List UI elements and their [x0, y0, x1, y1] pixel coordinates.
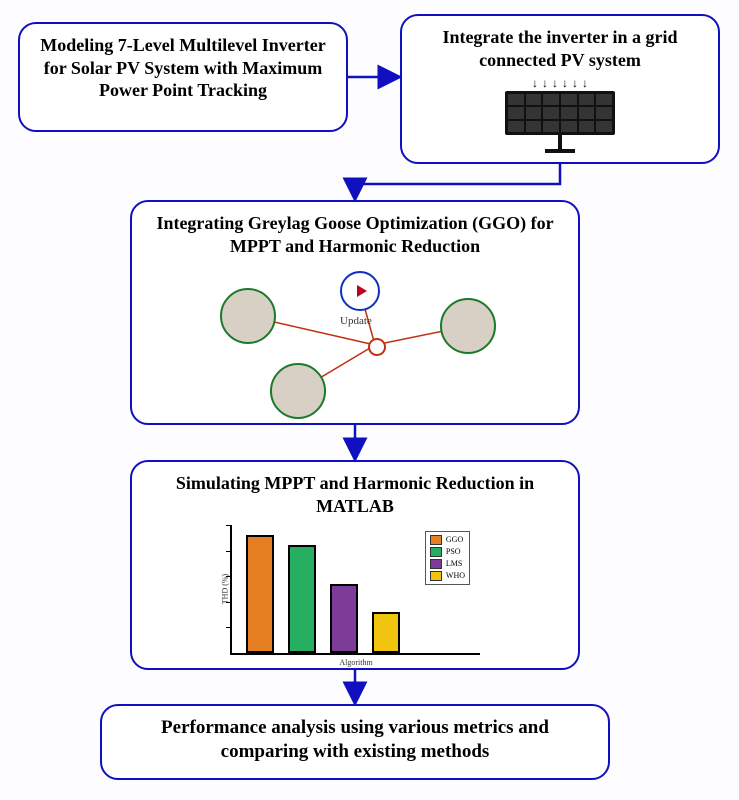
flow-box-integrate-grid-text: Integrate the inverter in a grid connect… — [416, 26, 704, 71]
flow-box-performance-text: Performance analysis using various metri… — [116, 716, 594, 764]
flow-box-ggo: Integrating Greylag Goose Optimization (… — [130, 200, 580, 425]
flow-box-matlab: Simulating MPPT and Harmonic Reduction i… — [130, 460, 580, 670]
flow-box-ggo-text: Integrating Greylag Goose Optimization (… — [146, 212, 564, 257]
flow-box-matlab-text: Simulating MPPT and Harmonic Reduction i… — [146, 472, 564, 517]
bar-pso — [288, 545, 316, 653]
bar-who — [372, 612, 400, 653]
ggo-node-goose3 — [270, 363, 326, 419]
chart-legend: GGOPSOLMSWHO — [425, 531, 470, 585]
ggo-node-goose1 — [220, 288, 276, 344]
solar-panel-icon: ↓↓↓↓↓↓ — [416, 77, 704, 153]
flow-box-performance: Performance analysis using various metri… — [100, 704, 610, 780]
thd-bar-chart: GGOPSOLMSWHO THD (%) Algorithm — [230, 525, 480, 655]
bar-lms — [330, 584, 358, 653]
ggo-node-play — [340, 271, 380, 311]
bar-ggo — [246, 535, 274, 653]
ggo-update-label: Update — [340, 315, 372, 327]
flow-box-integrate-grid: Integrate the inverter in a grid connect… — [400, 14, 720, 164]
chart-ylabel: THD (%) — [221, 574, 230, 604]
flow-box-modeling-text: Modeling 7-Level Multilevel Inverter for… — [34, 34, 332, 102]
chart-xlabel: Algorithm — [339, 658, 372, 667]
ggo-hub-node — [368, 338, 386, 356]
flow-box-modeling: Modeling 7-Level Multilevel Inverter for… — [18, 22, 348, 132]
ggo-node-goose2 — [440, 298, 496, 354]
ggo-network-diagram: Update — [190, 263, 520, 413]
